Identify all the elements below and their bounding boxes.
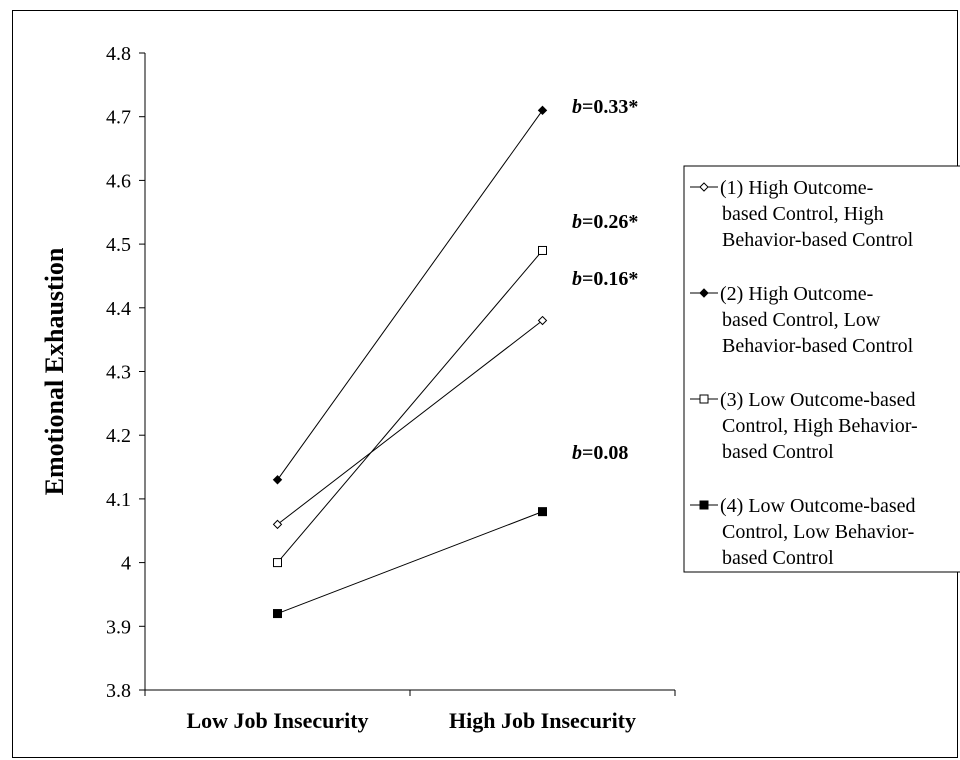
y-tick-label: 4.2 (106, 425, 131, 447)
legend-label: (2) High Outcome- (720, 283, 873, 305)
series-line (277, 511, 543, 615)
y-tick-label: 4.3 (106, 362, 131, 384)
legend-label: (4) Low Outcome-based (720, 495, 916, 517)
y-tick-label: 4.7 (106, 107, 131, 129)
slope-annotations: b=0.16* b=0.33* b=0.26* b=0.08 (572, 96, 638, 464)
slope-annotation: b=0.33* (572, 96, 638, 118)
legend-marker (699, 500, 709, 510)
data-point (538, 245, 547, 255)
data-point (537, 315, 548, 326)
data-point (272, 475, 283, 485)
legend-label: Behavior-based Control (722, 229, 914, 251)
x-category-label: High Job Insecurity (449, 708, 636, 733)
legend-entry-2: (2) High Outcome-based Control, Low Behav… (690, 283, 914, 357)
legend-label: based Control (722, 547, 834, 569)
data-point (273, 609, 282, 619)
legend: (1) High Outcome-based Control, High Beha… (683, 165, 960, 573)
legend-entry-3: (3) Low Outcome-based Control, High Behav… (690, 389, 918, 463)
legend-entry-4: (4) Low Outcome-based Control, Low Behavi… (690, 495, 916, 569)
series-4 (273, 507, 547, 619)
series-lines (272, 105, 548, 619)
legend-label: based Control, High (722, 203, 884, 225)
y-tick-label: 3.9 (106, 616, 131, 638)
legend-label: Control, Low Behavior- (722, 521, 914, 543)
legend-marker (699, 182, 709, 192)
legend-label: based Control (722, 441, 834, 463)
legend-entry-1: (1) High Outcome-based Control, High Beha… (690, 177, 914, 251)
legend-label: based Control, Low (722, 309, 881, 331)
data-point (273, 558, 282, 568)
slope-annotation: b=0.16* (572, 268, 638, 290)
legend-marker (699, 288, 709, 298)
slope-annotation: b=0.08 (572, 442, 628, 464)
legend-label: Behavior-based Control (722, 335, 914, 357)
data-point (537, 105, 548, 116)
y-tick-label: 4.1 (106, 489, 131, 511)
axes: 3.8 3.9 4 4.1 4.2 4.3 4.4 4.5 4.6 4.7 4.8 Low Job I… (40, 43, 676, 733)
data-point (272, 519, 283, 530)
series-line (277, 110, 543, 481)
series-1 (272, 315, 548, 530)
y-tick-label: 4.4 (106, 298, 131, 320)
series-line (277, 320, 543, 525)
series-3 (273, 245, 547, 568)
legend-label: (3) Low Outcome-based (720, 389, 916, 411)
slope-annotation: b=0.26* (572, 211, 638, 233)
y-tick-label: 4.6 (106, 170, 131, 192)
series-2 (272, 105, 548, 485)
y-tick-label: 4.8 (106, 43, 131, 65)
legend-label: Control, High Behavior- (722, 415, 918, 437)
legend-label: (1) High Outcome- (720, 177, 873, 199)
y-axis-label: Emotional Exhaustion (40, 247, 69, 495)
y-tick-label: 3.8 (106, 680, 131, 702)
legend-marker (699, 394, 709, 404)
y-tick-label: 4 (121, 553, 131, 575)
series-line (277, 250, 543, 563)
x-category-label: Low Job Insecurity (186, 708, 368, 733)
data-point (538, 507, 547, 517)
y-tick-label: 4.5 (106, 234, 131, 256)
legend-box (683, 165, 960, 573)
